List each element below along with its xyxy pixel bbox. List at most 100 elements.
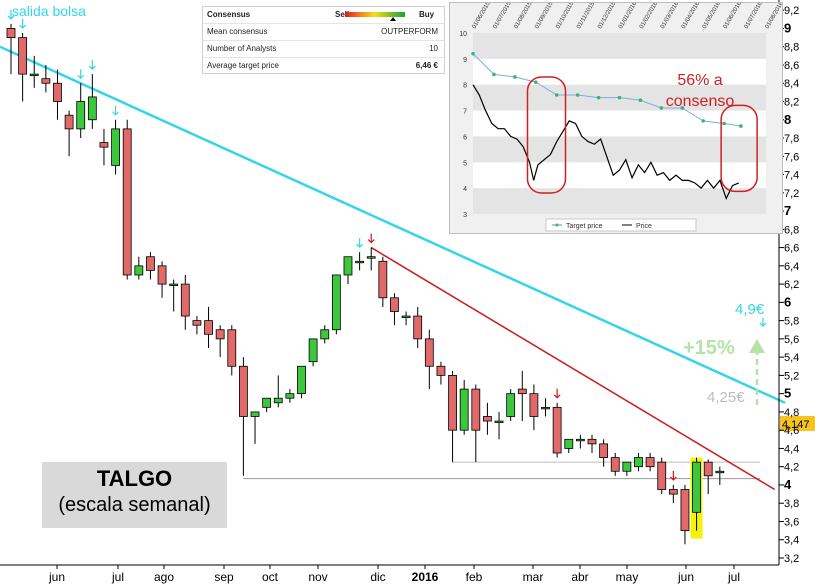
candle-body bbox=[575, 438, 585, 442]
candle-body bbox=[680, 489, 690, 532]
candle-body bbox=[378, 260, 388, 299]
y-tick-label: 5,6 bbox=[784, 334, 799, 346]
candle-body bbox=[308, 338, 318, 363]
resistance-level-label: 4,25€ bbox=[707, 389, 745, 406]
x-tick-label: oct bbox=[262, 570, 279, 584]
candle-body bbox=[273, 397, 283, 404]
y-tick-label: 6,8 bbox=[784, 224, 799, 236]
inset-x-tick-label: 01/02/2016 bbox=[639, 3, 660, 30]
consensus-row-mean: Mean consensus OUTPERFORM bbox=[203, 24, 444, 41]
candle-body bbox=[715, 470, 725, 474]
consensus-row-label: Number of Analysts bbox=[207, 44, 277, 53]
candle-body bbox=[285, 393, 295, 399]
chart-title-box: TALGO (escala semanal) bbox=[42, 462, 227, 528]
y-tick-label: 9,2 bbox=[784, 5, 799, 17]
inset-x-tick-label: 01/10/2015 bbox=[555, 3, 576, 30]
x-tick-label: jun bbox=[48, 570, 65, 584]
candle-body bbox=[657, 461, 667, 490]
candle-body bbox=[204, 320, 213, 335]
candle-body bbox=[552, 406, 562, 454]
consensus-header: Consensus Sell Buy bbox=[203, 7, 444, 24]
highlight-circle-jun2016 bbox=[720, 104, 758, 193]
candle-body bbox=[146, 256, 155, 271]
y-tick-label: 5,2 bbox=[784, 370, 799, 382]
candle-body bbox=[517, 388, 527, 395]
y-tick-label: 7 bbox=[784, 203, 791, 218]
y-tick-label: 6 bbox=[784, 294, 791, 309]
legend-target-label: Target price bbox=[566, 223, 603, 230]
candle-body bbox=[320, 329, 330, 340]
upside-label: +15% bbox=[683, 337, 735, 359]
candles-layer bbox=[6, 23, 725, 545]
candle-body bbox=[471, 388, 481, 431]
candle-body bbox=[111, 128, 120, 166]
x-tick-label: jul bbox=[727, 570, 740, 584]
legend-target-dot bbox=[555, 223, 559, 227]
y-tick-label: 8,2 bbox=[784, 97, 799, 109]
target-price-point bbox=[471, 51, 475, 56]
down-arrow-marker bbox=[88, 60, 96, 70]
y-tick-label: 3,4 bbox=[784, 535, 799, 547]
inset-x-tick-label: 01/12/2015 bbox=[597, 3, 618, 30]
consensus-gauge-marker bbox=[390, 17, 396, 21]
chart-title: TALGO bbox=[96, 466, 173, 491]
candle-body bbox=[331, 274, 341, 331]
x-tick-label: may bbox=[616, 570, 639, 584]
candle-body bbox=[180, 283, 190, 317]
y-tick-label: 3,8 bbox=[784, 498, 799, 510]
inset-y-tick-label: 7 bbox=[463, 109, 467, 116]
target-price-point bbox=[659, 106, 664, 110]
candle-body bbox=[122, 128, 132, 276]
candle-body bbox=[424, 338, 434, 367]
y-tick-label: 3,2 bbox=[784, 553, 799, 565]
y-tick-label: 5 bbox=[784, 386, 791, 401]
inset-x-tick-label: 01/09/2015 bbox=[534, 3, 555, 30]
x-tick-label: nov bbox=[308, 570, 327, 584]
consensus-row-value: OUTPERFORM bbox=[381, 27, 438, 36]
consensus-note-line2: consenso bbox=[666, 93, 735, 110]
candle-body bbox=[215, 329, 225, 340]
sell-label: Sell bbox=[335, 10, 350, 19]
upside-arrow-head-icon bbox=[749, 339, 765, 353]
target-price-point bbox=[680, 106, 685, 110]
target-price-point bbox=[701, 119, 706, 123]
consensus-row-label: Average target price bbox=[207, 61, 279, 70]
candle-body bbox=[64, 114, 74, 130]
candle-body bbox=[506, 393, 516, 417]
inset-y-tick-label: 9 bbox=[463, 57, 467, 64]
candle-body bbox=[262, 397, 272, 408]
inset-x-tick-label: 01/08/2016 bbox=[765, 3, 782, 30]
candle-body bbox=[343, 256, 353, 276]
candle-body bbox=[192, 320, 202, 326]
target-price-point bbox=[554, 93, 559, 97]
consensus-panel: Consensus Sell Buy Mean consensus OUTPER… bbox=[202, 6, 445, 74]
target-price-point bbox=[617, 95, 622, 100]
candle-body bbox=[459, 388, 469, 431]
target-price-point bbox=[513, 75, 517, 79]
highlight-circle-oct2015 bbox=[526, 76, 567, 194]
candle-body bbox=[529, 393, 539, 417]
consensus-row-value: 10 bbox=[429, 44, 438, 53]
candle-body bbox=[157, 265, 167, 285]
candle-body bbox=[18, 37, 28, 75]
inset-x-tick-label: 01/04/2016 bbox=[681, 3, 702, 30]
inset-grid-band bbox=[473, 188, 766, 214]
candle-body bbox=[29, 73, 39, 77]
last-price-tag bbox=[780, 416, 815, 431]
x-tick-label: 2016 bbox=[412, 570, 439, 584]
candle-body bbox=[401, 315, 411, 318]
candle-body bbox=[622, 461, 632, 472]
buy-label: Buy bbox=[419, 10, 435, 19]
y-tick-label: 6,2 bbox=[784, 279, 799, 291]
y-tick-label: 6,4 bbox=[784, 261, 799, 273]
last-price-label: 4,147 bbox=[782, 419, 810, 431]
candle-body bbox=[483, 416, 492, 422]
consensus-row-label: Mean consensus bbox=[207, 27, 268, 36]
candle-body bbox=[53, 82, 62, 102]
chart-subtitle: (escala semanal) bbox=[58, 494, 211, 516]
inset-x-tick-label: 01/01/2016 bbox=[618, 3, 639, 30]
down-arrow-marker bbox=[77, 69, 85, 80]
down-arrow-marker bbox=[553, 388, 561, 399]
